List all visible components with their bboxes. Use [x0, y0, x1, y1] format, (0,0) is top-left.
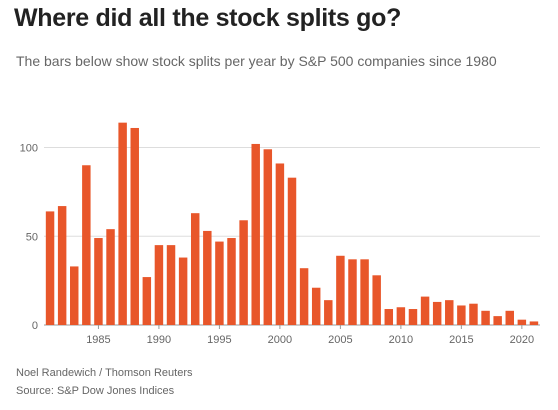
chart-subtitle: The bars below show stock splits per yea… — [16, 53, 497, 69]
bar — [227, 238, 236, 325]
bar — [348, 259, 357, 325]
source-line: Source: S&P Dow Jones Indices — [16, 385, 175, 397]
bar — [324, 300, 333, 325]
chart-title: Where did all the stock splits go? — [14, 4, 402, 32]
y-tick-label: 50 — [26, 231, 38, 243]
bar — [154, 245, 164, 325]
bar — [130, 127, 139, 325]
x-tick-label: 2000 — [268, 334, 292, 346]
bar — [203, 230, 212, 325]
bar — [251, 143, 260, 325]
bar — [178, 257, 188, 325]
bar — [384, 309, 394, 325]
bar — [408, 309, 418, 325]
bar — [336, 255, 345, 325]
bar — [118, 122, 127, 326]
bar — [481, 310, 490, 325]
bar — [311, 287, 321, 325]
bar — [299, 268, 309, 325]
x-tick-label: 2005 — [328, 334, 352, 346]
bar — [372, 275, 381, 325]
bar — [45, 211, 55, 325]
bar — [190, 213, 200, 325]
bar — [420, 296, 430, 325]
bar — [517, 319, 527, 325]
credit-line: Noel Randewich / Thomson Reuters — [16, 367, 193, 379]
x-tick-label: 1995 — [207, 334, 231, 346]
bar — [445, 300, 454, 325]
x-tick-label: 2010 — [389, 334, 413, 346]
bar — [457, 305, 466, 325]
bar — [275, 163, 285, 325]
bar — [287, 177, 297, 325]
bar — [70, 266, 79, 325]
bar — [505, 310, 514, 325]
x-tick-label: 1985 — [86, 334, 110, 346]
y-tick-label: 0 — [32, 320, 38, 332]
x-tick-label: 1990 — [147, 334, 171, 346]
y-tick-label: 100 — [20, 143, 38, 155]
bar — [239, 220, 248, 325]
bar — [106, 229, 115, 325]
bar — [469, 303, 478, 325]
bar — [82, 165, 91, 325]
bar — [360, 259, 369, 325]
x-tick-label: 2015 — [449, 334, 473, 346]
bar — [396, 307, 406, 325]
bar-chart: 0 50 100 1985 1990 1995 2000 2005 2010 2015 2020 — [20, 122, 540, 346]
bar — [432, 301, 442, 325]
bar — [142, 277, 152, 325]
bar — [529, 321, 539, 325]
bar — [493, 316, 502, 325]
bar — [57, 206, 67, 325]
bar — [94, 238, 103, 325]
bar — [215, 241, 224, 325]
bar — [263, 149, 273, 325]
bar — [166, 245, 176, 325]
x-tick-label: 2020 — [510, 334, 534, 346]
